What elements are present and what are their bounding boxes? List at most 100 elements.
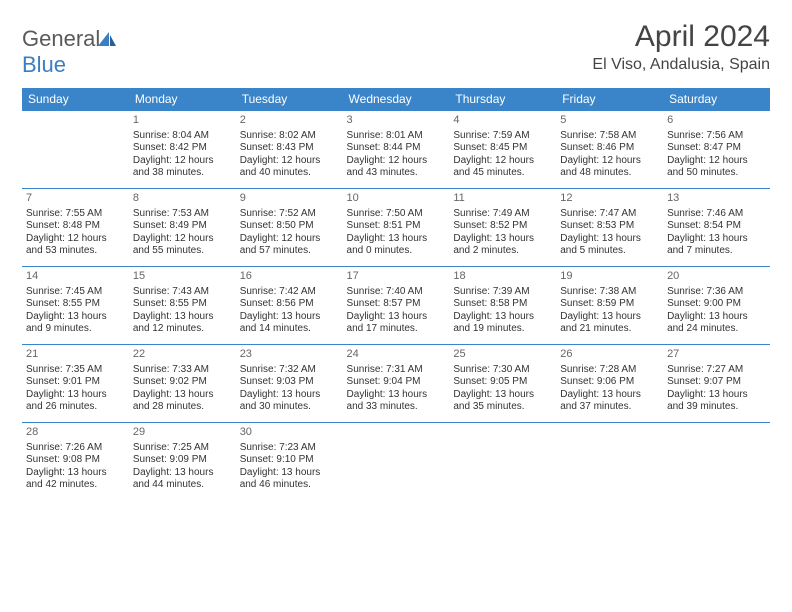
sunrise-text: Sunrise: 8:01 AM xyxy=(347,130,446,143)
day-number: 23 xyxy=(240,348,339,362)
sunset-text: Sunset: 8:55 PM xyxy=(133,298,232,311)
daylight-text: Daylight: 13 hours xyxy=(667,233,766,246)
calendar-cell: 11Sunrise: 7:49 AMSunset: 8:52 PMDayligh… xyxy=(449,189,556,267)
daylight-text: Daylight: 13 hours xyxy=(560,389,659,402)
daylight-text: Daylight: 13 hours xyxy=(560,311,659,324)
daylight-text: Daylight: 13 hours xyxy=(133,311,232,324)
day-number: 15 xyxy=(133,270,232,284)
daylight-text: and 7 minutes. xyxy=(667,245,766,258)
sunset-text: Sunset: 9:09 PM xyxy=(133,454,232,467)
sunrise-text: Sunrise: 7:32 AM xyxy=(240,364,339,377)
daylight-text: Daylight: 12 hours xyxy=(347,155,446,168)
logo: GeneralBlue xyxy=(22,26,116,78)
daylight-text: Daylight: 13 hours xyxy=(240,311,339,324)
sunrise-text: Sunrise: 8:02 AM xyxy=(240,130,339,143)
logo-general: General xyxy=(22,26,100,51)
calendar-table: Sunday Monday Tuesday Wednesday Thursday… xyxy=(22,88,770,501)
calendar-cell: 14Sunrise: 7:45 AMSunset: 8:55 PMDayligh… xyxy=(22,267,129,345)
day-number: 17 xyxy=(347,270,446,284)
daylight-text: Daylight: 13 hours xyxy=(133,467,232,480)
daylight-text: Daylight: 12 hours xyxy=(133,233,232,246)
sunrise-text: Sunrise: 8:04 AM xyxy=(133,130,232,143)
daylight-text: and 26 minutes. xyxy=(26,401,125,414)
sunrise-text: Sunrise: 7:47 AM xyxy=(560,208,659,221)
sunrise-text: Sunrise: 7:40 AM xyxy=(347,286,446,299)
logo-text: GeneralBlue xyxy=(22,26,116,78)
sunset-text: Sunset: 9:03 PM xyxy=(240,376,339,389)
calendar-cell xyxy=(663,423,770,501)
day-number: 4 xyxy=(453,114,552,128)
calendar-cell: 5Sunrise: 7:58 AMSunset: 8:46 PMDaylight… xyxy=(556,111,663,189)
daylight-text: Daylight: 13 hours xyxy=(133,389,232,402)
daylight-text: Daylight: 12 hours xyxy=(667,155,766,168)
sunset-text: Sunset: 9:01 PM xyxy=(26,376,125,389)
calendar-row: 14Sunrise: 7:45 AMSunset: 8:55 PMDayligh… xyxy=(22,267,770,345)
sunrise-text: Sunrise: 7:45 AM xyxy=(26,286,125,299)
daylight-text: and 14 minutes. xyxy=(240,323,339,336)
day-number: 30 xyxy=(240,426,339,440)
day-number: 5 xyxy=(560,114,659,128)
sunrise-text: Sunrise: 7:28 AM xyxy=(560,364,659,377)
calendar-cell: 25Sunrise: 7:30 AMSunset: 9:05 PMDayligh… xyxy=(449,345,556,423)
day-number: 12 xyxy=(560,192,659,206)
logo-sail-icon xyxy=(98,26,116,40)
sunrise-text: Sunrise: 7:55 AM xyxy=(26,208,125,221)
daylight-text: Daylight: 13 hours xyxy=(453,233,552,246)
day-number: 6 xyxy=(667,114,766,128)
daylight-text: and 5 minutes. xyxy=(560,245,659,258)
daylight-text: and 37 minutes. xyxy=(560,401,659,414)
sunset-text: Sunset: 9:06 PM xyxy=(560,376,659,389)
calendar-cell: 2Sunrise: 8:02 AMSunset: 8:43 PMDaylight… xyxy=(236,111,343,189)
sunrise-text: Sunrise: 7:27 AM xyxy=(667,364,766,377)
daylight-text: Daylight: 13 hours xyxy=(347,389,446,402)
calendar-cell: 8Sunrise: 7:53 AMSunset: 8:49 PMDaylight… xyxy=(129,189,236,267)
sunset-text: Sunset: 9:02 PM xyxy=(133,376,232,389)
title-block: April 2024 El Viso, Andalusia, Spain xyxy=(592,20,770,74)
calendar-cell: 7Sunrise: 7:55 AMSunset: 8:48 PMDaylight… xyxy=(22,189,129,267)
daylight-text: Daylight: 13 hours xyxy=(240,467,339,480)
day-number: 24 xyxy=(347,348,446,362)
sunset-text: Sunset: 8:54 PM xyxy=(667,220,766,233)
daylight-text: and 17 minutes. xyxy=(347,323,446,336)
day-number: 19 xyxy=(560,270,659,284)
day-number: 11 xyxy=(453,192,552,206)
sunset-text: Sunset: 9:10 PM xyxy=(240,454,339,467)
daylight-text: and 55 minutes. xyxy=(133,245,232,258)
sunset-text: Sunset: 8:51 PM xyxy=(347,220,446,233)
calendar-cell xyxy=(22,111,129,189)
calendar-cell: 30 Sunrise: 7:23 AMSunset: 9:10 PMDayligh… xyxy=(236,423,343,501)
calendar-row: 1Sunrise: 8:04 AMSunset: 8:42 PMDaylight… xyxy=(22,111,770,189)
sunrise-text: Sunrise: 7:23 AM xyxy=(240,442,339,455)
calendar-cell xyxy=(556,423,663,501)
daylight-text: and 0 minutes. xyxy=(347,245,446,258)
dayname-thursday: Thursday xyxy=(449,88,556,111)
sunrise-text: Sunrise: 7:46 AM xyxy=(667,208,766,221)
daylight-text: Daylight: 12 hours xyxy=(26,233,125,246)
calendar-cell: 4Sunrise: 7:59 AMSunset: 8:45 PMDaylight… xyxy=(449,111,556,189)
daylight-text: and 45 minutes. xyxy=(453,167,552,180)
day-number: 27 xyxy=(667,348,766,362)
sunrise-text: Sunrise: 7:30 AM xyxy=(453,364,552,377)
daylight-text: Daylight: 13 hours xyxy=(667,311,766,324)
daylight-text: and 30 minutes. xyxy=(240,401,339,414)
daylight-text: Daylight: 13 hours xyxy=(667,389,766,402)
day-number: 26 xyxy=(560,348,659,362)
daylight-text: and 57 minutes. xyxy=(240,245,339,258)
sunset-text: Sunset: 8:50 PM xyxy=(240,220,339,233)
day-number: 1 xyxy=(133,114,232,128)
calendar-cell: 1Sunrise: 8:04 AMSunset: 8:42 PMDaylight… xyxy=(129,111,236,189)
daylight-text: and 50 minutes. xyxy=(667,167,766,180)
sunset-text: Sunset: 8:59 PM xyxy=(560,298,659,311)
sunrise-text: Sunrise: 7:35 AM xyxy=(26,364,125,377)
sunrise-text: Sunrise: 7:52 AM xyxy=(240,208,339,221)
day-number: 2 xyxy=(240,114,339,128)
calendar-cell: 13Sunrise: 7:46 AMSunset: 8:54 PMDayligh… xyxy=(663,189,770,267)
dayname-tuesday: Tuesday xyxy=(236,88,343,111)
calendar-cell: 21Sunrise: 7:35 AMSunset: 9:01 PMDayligh… xyxy=(22,345,129,423)
calendar-cell: 26 Sunrise: 7:28 AMSunset: 9:06 PMDayligh… xyxy=(556,345,663,423)
day-number: 21 xyxy=(26,348,125,362)
location: El Viso, Andalusia, Spain xyxy=(592,56,770,74)
daylight-text: and 46 minutes. xyxy=(240,479,339,492)
sunset-text: Sunset: 8:52 PM xyxy=(453,220,552,233)
daylight-text: and 43 minutes. xyxy=(347,167,446,180)
